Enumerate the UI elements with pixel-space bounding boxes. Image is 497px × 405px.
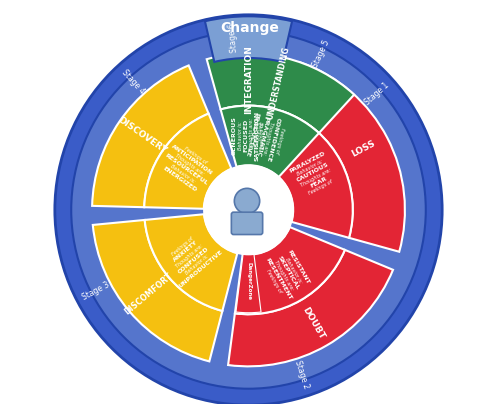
Ellipse shape <box>71 31 426 389</box>
Wedge shape <box>207 53 354 133</box>
Wedge shape <box>144 114 232 209</box>
Text: FEAR: FEAR <box>309 176 328 189</box>
Text: FOCUSED: FOCUSED <box>243 119 248 152</box>
Text: Feelings of: Feelings of <box>183 146 208 165</box>
Text: Feelings of: Feelings of <box>265 269 282 294</box>
Text: Behavior is:: Behavior is: <box>238 121 243 150</box>
Text: DOUBT: DOUBT <box>301 305 327 341</box>
Text: DangerZone: DangerZone <box>246 262 251 301</box>
Wedge shape <box>226 106 271 166</box>
Text: CONFUSED: CONFUSED <box>177 246 210 274</box>
Text: RESISTANT: RESISTANT <box>286 249 310 286</box>
Wedge shape <box>228 250 393 367</box>
Text: SATISFACTION: SATISFACTION <box>254 111 259 160</box>
Text: PRAGMATIC: PRAGMATIC <box>255 116 269 158</box>
Text: Stage 3: Stage 3 <box>81 280 111 302</box>
Text: Feelings of: Feelings of <box>170 237 194 258</box>
Text: UNDERSTANDING: UNDERSTANDING <box>265 45 291 120</box>
Text: Stage 5: Stage 5 <box>311 38 332 68</box>
Text: DISCOMFORT: DISCOMFORT <box>123 271 174 316</box>
Text: Feelings of: Feelings of <box>308 179 334 196</box>
Circle shape <box>235 188 259 214</box>
Text: Stage 4: Stage 4 <box>120 68 146 96</box>
Text: Behavior is:: Behavior is: <box>296 158 324 177</box>
Wedge shape <box>92 66 209 207</box>
Text: Behavior is:: Behavior is: <box>184 253 210 275</box>
Text: Thoughts are:: Thoughts are: <box>175 243 204 269</box>
Text: Stage 1: Stage 1 <box>363 81 391 107</box>
Wedge shape <box>145 214 237 311</box>
Text: CONFIDENCE: CONFIDENCE <box>266 117 281 162</box>
Text: Behavior is:: Behavior is: <box>284 256 303 284</box>
Wedge shape <box>93 220 222 361</box>
Text: PRODUCTIVE: PRODUCTIVE <box>244 112 259 157</box>
Wedge shape <box>236 210 261 313</box>
Text: SKEPTICAL: SKEPTICAL <box>276 255 300 291</box>
Text: Thoughts are:: Thoughts are: <box>273 260 294 292</box>
Text: DISCOVERY: DISCOVERY <box>116 115 168 156</box>
Circle shape <box>204 165 293 255</box>
Wedge shape <box>235 227 345 314</box>
Text: PARALYZED: PARALYZED <box>289 151 327 174</box>
Text: Feelings of: Feelings of <box>260 122 265 149</box>
Text: Stage 2: Stage 2 <box>293 359 311 390</box>
Text: Stage 6: Stage 6 <box>228 23 239 53</box>
Text: Thoughts are:: Thoughts are: <box>174 153 204 177</box>
Text: Behavior is:: Behavior is: <box>169 164 196 184</box>
Wedge shape <box>263 112 353 238</box>
Wedge shape <box>283 62 405 252</box>
Text: Thoughts are:: Thoughts are: <box>262 121 274 155</box>
Wedge shape <box>215 53 282 108</box>
Text: Behavior is:: Behavior is: <box>251 121 262 150</box>
Text: ANXIETY: ANXIETY <box>173 240 199 263</box>
Text: ANTICIPATION: ANTICIPATION <box>171 144 214 177</box>
FancyBboxPatch shape <box>232 212 262 234</box>
Wedge shape <box>221 106 319 177</box>
Text: ENERGIZED: ENERGIZED <box>162 165 197 192</box>
Text: Thoughts are:: Thoughts are: <box>299 167 332 188</box>
Text: RESOURCEFUL: RESOURCEFUL <box>164 153 208 186</box>
Wedge shape <box>205 16 292 62</box>
Text: Change: Change <box>221 21 279 35</box>
Ellipse shape <box>55 15 442 405</box>
Text: GENEROUS: GENEROUS <box>232 116 237 155</box>
Text: INTEGRATION: INTEGRATION <box>244 45 253 114</box>
Text: UNPRODUCTIVE: UNPRODUCTIVE <box>177 249 224 288</box>
Text: RESENTMENT: RESENTMENT <box>264 257 292 301</box>
Text: LOSS: LOSS <box>350 139 377 159</box>
Text: Thoughts are:: Thoughts are: <box>249 119 254 152</box>
Text: CAUTIOUS: CAUTIOUS <box>296 162 330 183</box>
Text: Feelings of: Feelings of <box>274 127 284 154</box>
